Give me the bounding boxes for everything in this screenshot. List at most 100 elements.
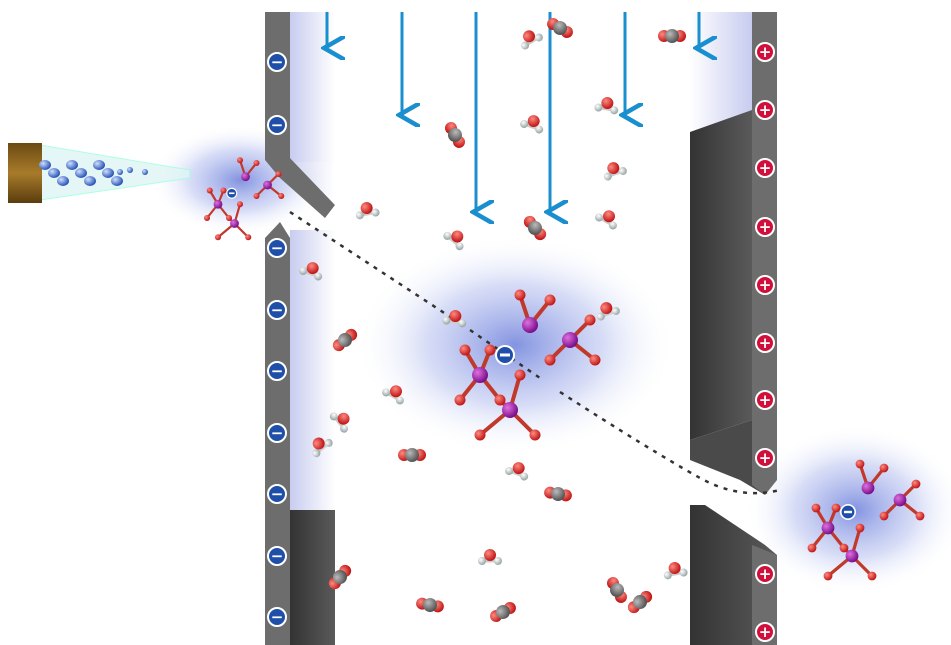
co2	[487, 599, 518, 625]
droplet	[93, 160, 105, 170]
electrode-sign: +	[759, 101, 772, 119]
minus	[500, 354, 510, 357]
droplet	[117, 169, 123, 175]
droplet	[66, 160, 78, 170]
droplet	[111, 176, 123, 186]
minus	[844, 511, 852, 513]
droplet	[57, 176, 69, 186]
phosphorus	[862, 482, 875, 495]
oxygen	[856, 460, 865, 469]
electrode-sign: −	[271, 547, 284, 565]
water	[504, 458, 532, 481]
water	[516, 25, 545, 51]
oxygen	[585, 315, 596, 326]
water	[478, 549, 502, 565]
oxygen	[220, 187, 226, 193]
electrode-sign: +	[759, 218, 772, 236]
hydrogen	[519, 119, 529, 129]
water	[594, 205, 623, 231]
oxygen	[207, 187, 213, 193]
oxygen	[460, 345, 471, 356]
co2	[658, 29, 686, 43]
droplet	[142, 169, 148, 175]
oxygen	[590, 355, 601, 366]
phosphorus	[846, 550, 859, 563]
electrode-sign: +	[759, 623, 772, 641]
oxygen	[880, 464, 889, 473]
oxygen	[515, 290, 526, 301]
oxygen	[912, 480, 921, 489]
carbon	[405, 448, 419, 462]
electrode-sign: −	[271, 424, 284, 442]
electrode-sign: −	[271, 53, 284, 71]
droplet	[127, 167, 133, 173]
oxygen	[455, 395, 466, 406]
hydrogen	[618, 166, 628, 176]
oxygen	[335, 410, 352, 427]
carbon	[665, 29, 679, 43]
electrode-sign: +	[759, 276, 772, 294]
water	[662, 560, 688, 580]
electrode-sign: +	[759, 449, 772, 467]
electrode-sign: +	[759, 391, 772, 409]
co2	[625, 588, 655, 617]
electrode-sign: −	[271, 301, 284, 319]
co2	[442, 119, 468, 150]
electrode-sign: +	[759, 43, 772, 61]
oxygen	[916, 512, 925, 521]
electrode-sign: −	[271, 362, 284, 380]
oxygen	[515, 370, 526, 381]
oxygen	[832, 504, 841, 513]
oxygen	[204, 215, 210, 221]
droplet	[102, 168, 114, 178]
oxygen	[808, 544, 817, 553]
oxygen	[495, 395, 506, 406]
oxygen	[880, 512, 889, 521]
figure: −−−−−−−−−++++++++++	[0, 0, 951, 645]
electrode-sign: −	[271, 608, 284, 626]
phosphorus	[522, 317, 538, 333]
electrode-sign: −	[271, 485, 284, 503]
water	[519, 111, 547, 134]
water	[594, 95, 620, 115]
hydrogen	[478, 557, 486, 565]
oxygen	[530, 430, 541, 441]
co2	[604, 574, 630, 605]
oxygen	[253, 160, 259, 166]
phosphorus	[230, 219, 239, 228]
oxygen	[840, 544, 849, 553]
phosphorus	[263, 181, 272, 190]
phosphorus	[502, 402, 518, 418]
oxygen	[475, 430, 486, 441]
electrode-sign: +	[759, 565, 772, 583]
droplet	[75, 168, 87, 178]
oxygen	[215, 234, 221, 240]
phosphorus	[562, 332, 578, 348]
phosphorus	[241, 172, 250, 181]
phosphorus	[214, 200, 223, 209]
phosphorus	[822, 522, 835, 535]
co2	[543, 485, 573, 504]
oxygen	[485, 345, 496, 356]
oxygen	[253, 193, 259, 199]
electrode-sign: +	[759, 334, 772, 352]
water	[354, 200, 380, 220]
electrode-sign: −	[271, 116, 284, 134]
water	[600, 158, 628, 181]
droplet	[39, 160, 51, 170]
oxygen	[824, 572, 833, 581]
electrode-sign: −	[271, 239, 284, 257]
oxygen	[237, 201, 243, 207]
co2	[398, 448, 426, 462]
oxygen	[545, 355, 556, 366]
oxygen	[275, 171, 281, 177]
oxygen	[278, 193, 284, 199]
phosphorus	[472, 367, 488, 383]
minus	[229, 192, 235, 194]
co2	[415, 596, 445, 615]
oxygen	[484, 549, 496, 561]
oxygen	[545, 295, 556, 306]
hydrogen	[494, 557, 502, 565]
oxygen	[245, 234, 251, 240]
glow	[355, 235, 675, 455]
